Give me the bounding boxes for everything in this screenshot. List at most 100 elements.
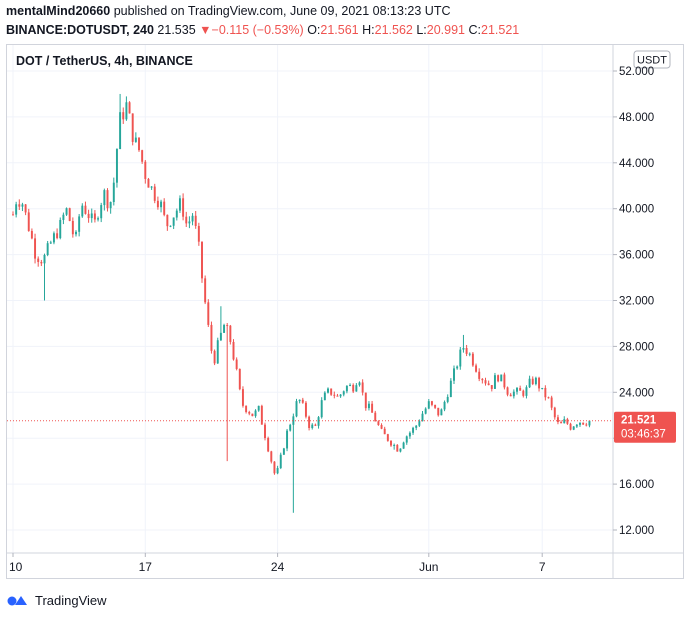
candle-body (490, 385, 493, 389)
candle-body (339, 394, 342, 397)
candle-body (90, 213, 93, 219)
candle-body (100, 205, 103, 219)
candle-body (563, 419, 566, 424)
candle-body (147, 178, 150, 188)
candle-body (367, 403, 370, 409)
candle-body (103, 190, 106, 206)
candle-body (333, 394, 336, 396)
candle-body (119, 112, 122, 150)
candle-body (34, 238, 37, 259)
candle-body (471, 353, 474, 366)
candle-body (241, 389, 244, 406)
candle-body (449, 380, 452, 397)
candle-body (506, 387, 509, 395)
candle-body (71, 220, 74, 235)
publish-info: mentalMind20660 published on TradingView… (6, 4, 451, 18)
candle-body (30, 230, 33, 239)
candle-body (286, 430, 289, 449)
candle-body (531, 378, 534, 385)
candle-body (254, 410, 257, 417)
candle-body (191, 215, 194, 222)
candle-body (188, 221, 191, 224)
candle-body (257, 405, 260, 411)
candle-body (134, 137, 137, 142)
candle-body (345, 385, 348, 392)
candle-body (434, 404, 437, 408)
candle-body (585, 424, 588, 426)
candle-body (374, 412, 377, 422)
candle-body (525, 387, 528, 396)
candle-body (56, 233, 59, 239)
candle-body (424, 408, 427, 414)
candle-body (478, 371, 481, 379)
candle-body (112, 182, 115, 203)
candle-body (377, 421, 380, 425)
candle-body (569, 423, 572, 430)
candle-body (182, 198, 185, 217)
candle-body (223, 325, 226, 333)
candle-body (210, 324, 213, 351)
candle-body (538, 377, 541, 389)
candle-body (386, 434, 389, 441)
candle-body (106, 190, 109, 209)
candle-body (235, 359, 238, 369)
candle-body (421, 413, 424, 422)
candle-body (282, 448, 285, 455)
candle-body (550, 397, 553, 408)
y-axis: 52.000 48.000 44.000 40.000 36.000 32.000 28.0… (613, 66, 654, 537)
price-chart[interactable]: DOT / TetherUS, 4h, BINANCE USDT 52.000 4… (7, 45, 683, 578)
open-label: O: (307, 23, 321, 37)
tradingview-logo-icon[interactable] (6, 593, 30, 607)
y-tick-label: 44.000 (619, 158, 654, 170)
currency-badge[interactable]: USDT (633, 50, 671, 69)
candle-body (172, 217, 175, 226)
candle-body (150, 186, 153, 188)
candle-body (65, 208, 68, 215)
last-price-value: 21.521 (621, 415, 657, 427)
candle-body (497, 375, 500, 382)
candle-body (115, 149, 118, 183)
candle-body (245, 405, 248, 413)
chart-container[interactable]: DOT / TetherUS, 4h, BINANCE USDT 52.000 4… (6, 44, 684, 579)
candle-body (49, 242, 52, 244)
x-tick-label: 17 (139, 560, 153, 574)
author-name[interactable]: mentalMind20660 (6, 4, 111, 18)
candle-body (349, 384, 352, 386)
candle-body (308, 416, 311, 429)
candle-body (352, 384, 355, 392)
candle-body (364, 392, 367, 409)
candle-body (18, 204, 21, 207)
candle-body (408, 432, 411, 437)
candle-body (62, 214, 65, 220)
candle-body (415, 425, 418, 428)
candle-body (156, 200, 159, 208)
candle-body (264, 424, 266, 439)
brand-name[interactable]: TradingView (35, 592, 107, 608)
candle-body (169, 225, 172, 227)
candle-body (125, 102, 128, 120)
candle-body (81, 205, 84, 217)
candle-body (500, 374, 503, 382)
candle-body (336, 395, 339, 397)
candle-body (487, 383, 490, 386)
high-value: 21.562 (374, 23, 413, 37)
candle-body (380, 424, 383, 429)
candle-body (534, 377, 537, 385)
candle-body (553, 407, 556, 418)
candle-body (311, 424, 314, 429)
candle-body (238, 368, 241, 390)
y-tick-label: 40.000 (619, 204, 654, 216)
candle-body (371, 403, 374, 413)
candle-body (128, 102, 131, 114)
candle-body (453, 368, 455, 381)
candle-body (512, 391, 515, 397)
candle-body (292, 416, 295, 425)
candle-body (304, 402, 307, 417)
symbol-label: BINANCE:DOTUSDT, 240 (6, 23, 154, 37)
candle-body (21, 204, 24, 207)
candle-body (78, 216, 81, 232)
y-tick-label: 32.000 (619, 296, 654, 308)
close-label: C: (468, 23, 482, 37)
candle-body (178, 198, 181, 211)
candle-body (547, 397, 550, 399)
